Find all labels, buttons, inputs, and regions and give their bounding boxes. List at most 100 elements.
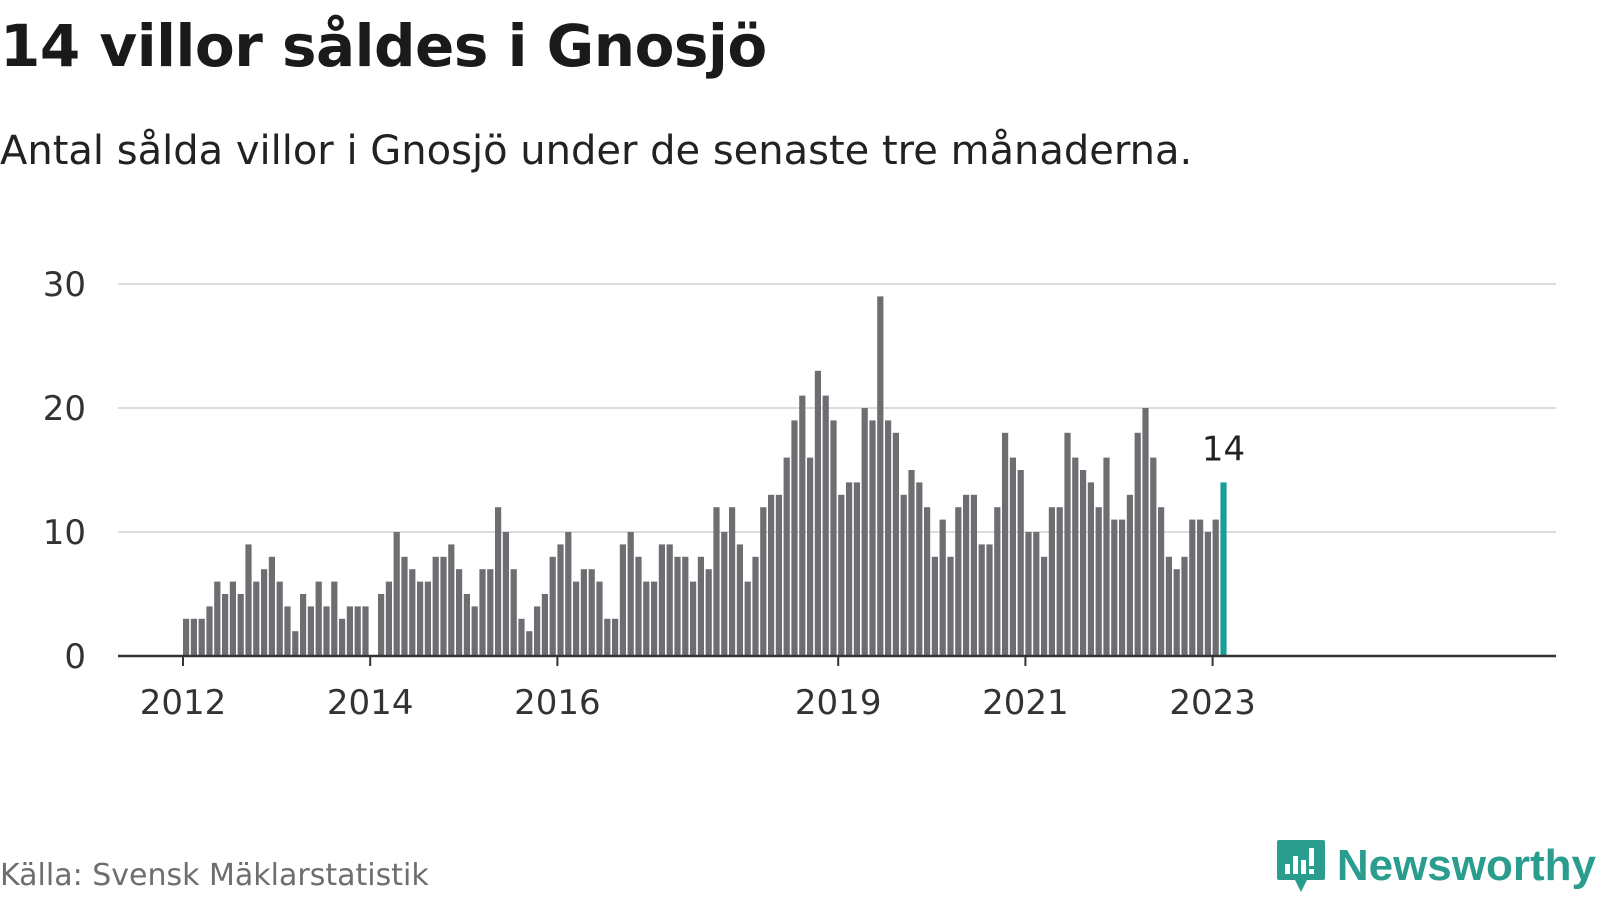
bar	[814, 370, 821, 656]
bar	[510, 569, 517, 656]
bar	[1189, 519, 1196, 656]
bar	[939, 519, 946, 656]
bar	[830, 420, 837, 656]
gridlines	[118, 283, 1556, 533]
bar	[401, 556, 408, 656]
bar	[378, 594, 385, 656]
bar	[1181, 556, 1188, 656]
bar	[807, 457, 814, 656]
bar	[604, 618, 611, 656]
x-tick-label-2016: 2016	[514, 683, 601, 723]
bar	[970, 494, 977, 656]
bar	[822, 395, 829, 656]
x-tick-label-2019: 2019	[795, 683, 882, 723]
bar	[877, 296, 884, 656]
bar	[635, 556, 642, 656]
bar	[432, 556, 439, 656]
y-tick-label-30: 30	[43, 265, 86, 305]
annotations: 14	[1202, 429, 1245, 469]
bar	[994, 507, 1001, 656]
bar	[346, 606, 353, 656]
bar	[307, 606, 314, 656]
bar	[323, 606, 330, 656]
bar	[760, 507, 767, 656]
bar	[1204, 532, 1211, 656]
x-axis	[118, 654, 1556, 666]
bar	[339, 618, 346, 656]
bar	[565, 532, 572, 656]
bar	[487, 569, 494, 656]
bar	[1119, 519, 1126, 656]
bar	[1212, 519, 1219, 656]
bar	[651, 581, 658, 656]
bar	[752, 556, 759, 656]
bar	[666, 544, 673, 656]
bar	[229, 581, 236, 656]
bar-highlight	[1220, 482, 1227, 656]
bar	[362, 606, 369, 656]
x-tick-label-2021: 2021	[982, 683, 1069, 723]
bar	[768, 494, 775, 656]
bar	[463, 594, 470, 656]
bar	[908, 470, 915, 656]
bar	[1142, 408, 1149, 656]
bar	[799, 395, 806, 656]
bar	[214, 581, 221, 656]
bar	[393, 532, 400, 656]
bar	[456, 569, 463, 656]
bar	[986, 544, 993, 656]
bar	[268, 556, 275, 656]
bar	[237, 594, 244, 656]
bar	[284, 606, 291, 656]
brand-name: Newsworthy	[1336, 841, 1596, 890]
bar	[541, 594, 548, 656]
bar	[385, 581, 392, 656]
bars	[183, 296, 1227, 656]
bar	[775, 494, 782, 656]
bar	[495, 507, 502, 656]
bar	[261, 569, 268, 656]
bar	[705, 569, 712, 656]
bar	[885, 420, 892, 656]
bar	[1126, 494, 1133, 656]
bar	[955, 507, 962, 656]
bar	[1002, 432, 1009, 656]
bar	[557, 544, 564, 656]
bar	[1033, 532, 1040, 656]
bar	[448, 544, 455, 656]
bar	[869, 420, 876, 656]
bar	[744, 581, 751, 656]
bar	[222, 594, 229, 656]
bar	[978, 544, 985, 656]
bar	[1048, 507, 1055, 656]
bar	[1041, 556, 1048, 656]
bar	[479, 569, 486, 656]
bar	[1064, 432, 1071, 656]
bar	[502, 532, 509, 656]
bar	[690, 581, 697, 656]
bar	[791, 420, 798, 656]
bar	[1173, 569, 1180, 656]
bar	[1197, 519, 1204, 656]
bar	[300, 594, 307, 656]
bar	[526, 631, 533, 656]
bar	[1165, 556, 1172, 656]
bar	[612, 618, 619, 656]
bar	[315, 581, 322, 656]
x-tick-label-2023: 2023	[1169, 683, 1256, 723]
bar	[892, 432, 899, 656]
bar	[1056, 507, 1063, 656]
bar	[658, 544, 665, 656]
bar	[1103, 457, 1110, 656]
bar	[713, 507, 720, 656]
bar	[440, 556, 447, 656]
bar	[1080, 470, 1087, 656]
bar	[682, 556, 689, 656]
y-tick-label-0: 0	[64, 637, 86, 677]
bar	[1111, 519, 1118, 656]
newsworthy-brand[interactable]: Newsworthy	[1275, 838, 1596, 894]
bar	[183, 618, 190, 656]
bar	[931, 556, 938, 656]
bar	[580, 569, 587, 656]
